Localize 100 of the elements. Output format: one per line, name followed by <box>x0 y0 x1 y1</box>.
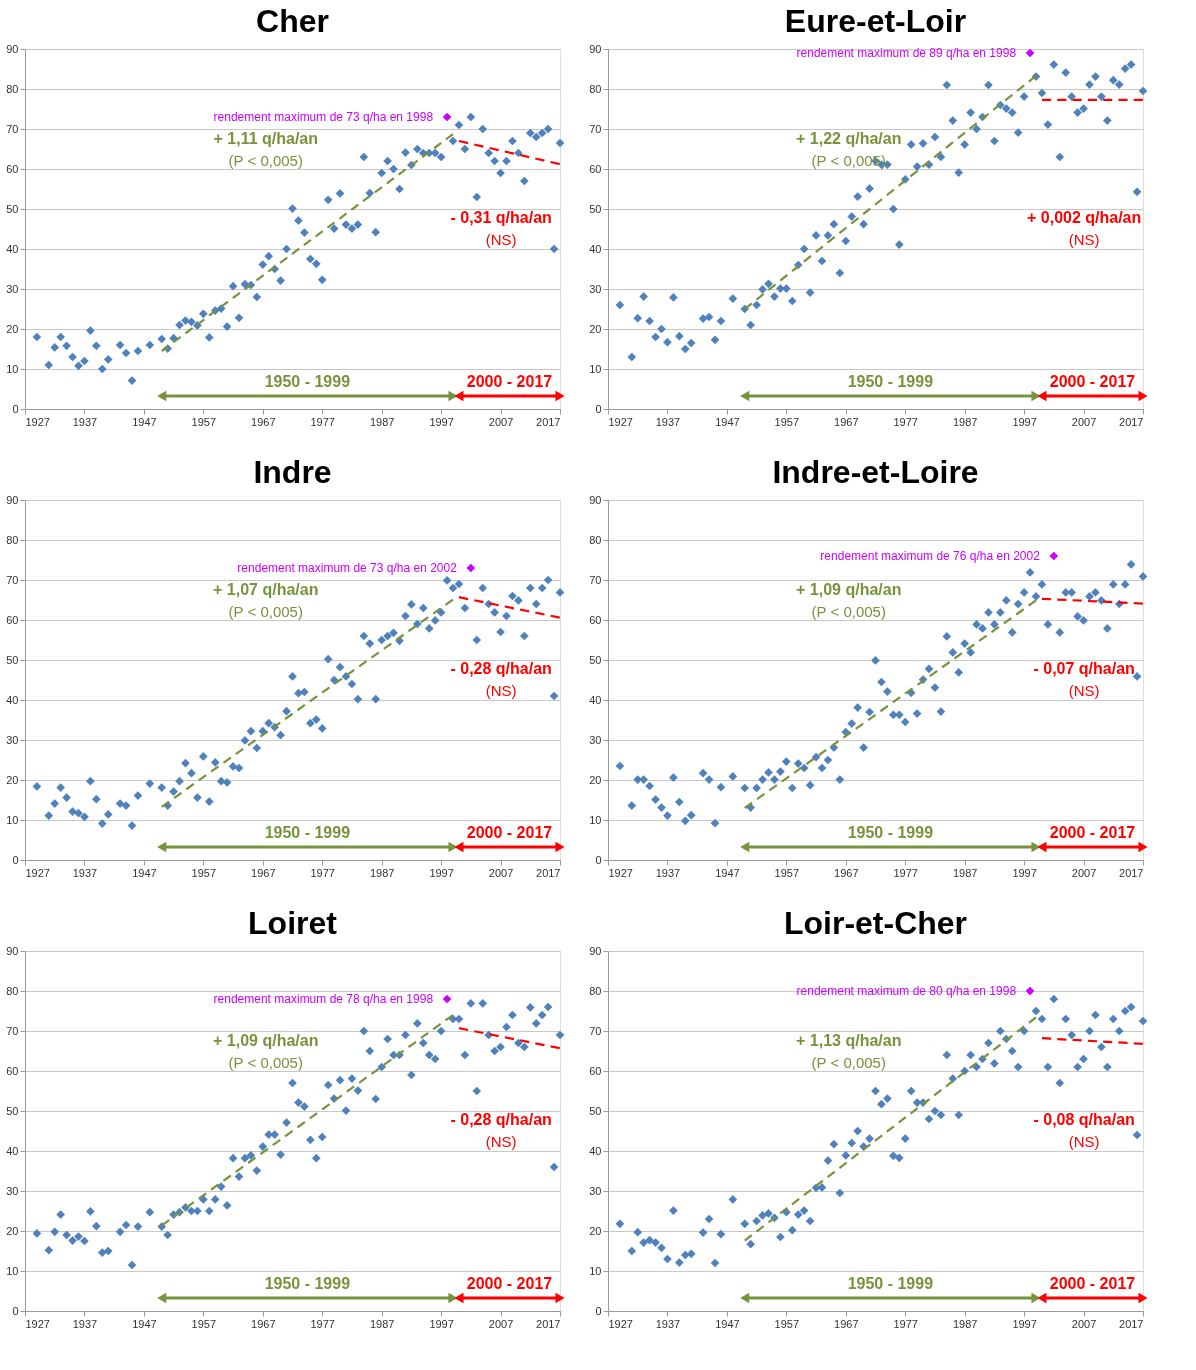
x-tick-label: 1937 <box>72 866 98 879</box>
y-tick-label: 60 <box>6 162 19 175</box>
y-tick-label: 80 <box>6 533 19 546</box>
y-tick-label: 90 <box>6 944 19 957</box>
y-tick-label: 80 <box>6 82 19 95</box>
annotation: rendement maximum de 80 q/ha en 1998 <box>796 984 1017 998</box>
x-tick-label: 1927 <box>25 1317 50 1330</box>
chart-title: Indre <box>253 454 332 490</box>
x-tick-label: 2017 <box>536 1317 561 1330</box>
x-tick-label: 1957 <box>774 415 800 428</box>
x-tick-label: 1997 <box>1012 415 1037 428</box>
x-tick-label: 1937 <box>655 415 681 428</box>
y-tick-label: 70 <box>6 573 19 586</box>
annotation: 2000 - 2017 <box>1049 824 1136 841</box>
annotation: rendement maximum de 89 q/ha en 1998 <box>796 46 1017 60</box>
x-tick-label: 2007 <box>488 415 514 428</box>
x-tick-label: 1957 <box>191 866 217 879</box>
annotation: - 0,07 q/ha/an <box>1033 660 1135 678</box>
x-tick-label: 1947 <box>715 1317 740 1330</box>
y-tick-label: 50 <box>6 653 19 666</box>
x-tick-label: 2007 <box>1071 415 1097 428</box>
y-tick-label: 70 <box>589 573 602 586</box>
annotation: rendement maximum de 73 q/ha en 1998 <box>213 110 434 124</box>
annotation: - 0,28 q/ha/an <box>450 1111 552 1129</box>
y-tick-label: 50 <box>589 202 602 215</box>
annotation: 1950 - 1999 <box>847 373 934 390</box>
x-tick-label: 1987 <box>952 866 978 879</box>
x-tick-label: 1987 <box>952 415 978 428</box>
y-tick-label: 80 <box>589 984 602 997</box>
y-tick-label: 30 <box>6 1184 19 1197</box>
annotation: + 1,13 q/ha/an <box>796 1032 902 1049</box>
y-tick-label: 70 <box>589 122 602 135</box>
y-tick-label: 70 <box>589 1024 602 1037</box>
annotation: - 0,08 q/ha/an <box>1033 1111 1135 1129</box>
y-tick-label: 10 <box>6 813 19 826</box>
annotation: (NS) <box>485 681 517 699</box>
x-tick-label: 1927 <box>25 866 50 879</box>
y-tick-label: 0 <box>12 853 19 866</box>
x-tick-label: 1957 <box>191 415 217 428</box>
x-tick-label: 2007 <box>488 1317 514 1330</box>
y-tick-label: 50 <box>6 202 19 215</box>
y-tick-label: 10 <box>589 362 602 375</box>
y-tick-label: 60 <box>6 613 19 626</box>
x-tick-label: 1997 <box>429 415 454 428</box>
annotation: 2000 - 2017 <box>1049 373 1136 390</box>
x-tick-label: 1977 <box>893 415 918 428</box>
y-tick-label: 90 <box>589 944 602 957</box>
y-tick-label: 40 <box>589 242 602 255</box>
y-tick-label: 20 <box>6 1224 19 1237</box>
x-tick-label: 1927 <box>608 1317 633 1330</box>
y-tick-label: 40 <box>6 693 19 706</box>
x-tick-label: 2007 <box>1071 866 1097 879</box>
annotation: - 0,28 q/ha/an <box>450 660 552 678</box>
annotation: (P < 0,005) <box>228 602 303 620</box>
y-tick-label: 90 <box>589 493 602 506</box>
annotation: (NS) <box>1068 1132 1100 1150</box>
annotation: + 1,09 q/ha/an <box>213 1032 319 1049</box>
annotation: 1950 - 1999 <box>847 1275 934 1292</box>
x-tick-label: 1937 <box>655 1317 681 1330</box>
y-tick-label: 60 <box>6 1064 19 1077</box>
y-tick-label: 90 <box>589 42 602 55</box>
x-tick-label: 1997 <box>429 866 454 879</box>
x-tick-label: 1957 <box>191 1317 217 1330</box>
annotation: (NS) <box>1068 681 1100 699</box>
annotation: rendement maximum de 78 q/ha en 1998 <box>213 992 434 1006</box>
annotation: - 0,31 q/ha/an <box>450 209 552 227</box>
x-tick-label: 1927 <box>608 866 633 879</box>
x-tick-label: 1977 <box>893 866 918 879</box>
annotation: (P < 0,005) <box>228 151 303 169</box>
x-tick-label: 2017 <box>536 415 561 428</box>
annotation: + 1,11 q/ha/an <box>213 130 318 147</box>
y-tick-label: 30 <box>589 282 602 295</box>
annotation: (NS) <box>1068 230 1100 248</box>
y-tick-label: 30 <box>6 282 19 295</box>
y-tick-label: 40 <box>6 242 19 255</box>
x-tick-label: 2017 <box>1119 866 1144 879</box>
y-tick-label: 20 <box>6 322 19 335</box>
y-tick-label: 20 <box>589 1224 602 1237</box>
x-tick-label: 1947 <box>715 866 740 879</box>
y-tick-label: 30 <box>589 733 602 746</box>
y-tick-label: 20 <box>6 773 19 786</box>
x-tick-label: 1937 <box>72 1317 98 1330</box>
y-tick-label: 60 <box>589 613 602 626</box>
y-tick-label: 50 <box>589 1104 602 1117</box>
x-tick-label: 1947 <box>132 1317 157 1330</box>
y-tick-label: 10 <box>6 1264 19 1277</box>
x-tick-label: 1937 <box>72 415 98 428</box>
x-tick-label: 1987 <box>369 866 395 879</box>
x-tick-label: 2017 <box>1119 1317 1144 1330</box>
x-tick-label: 1987 <box>952 1317 978 1330</box>
x-tick-label: 1927 <box>25 415 50 428</box>
annotation: 1950 - 1999 <box>264 373 351 390</box>
y-tick-label: 10 <box>589 1264 602 1277</box>
x-tick-label: 2017 <box>536 866 561 879</box>
annotation: (NS) <box>485 230 517 248</box>
chart-title: Loiret <box>248 905 338 941</box>
y-tick-label: 0 <box>12 1304 19 1317</box>
annotation: (P < 0,005) <box>811 1053 886 1071</box>
y-tick-label: 10 <box>589 813 602 826</box>
annotation: (P < 0,005) <box>228 1053 303 1071</box>
